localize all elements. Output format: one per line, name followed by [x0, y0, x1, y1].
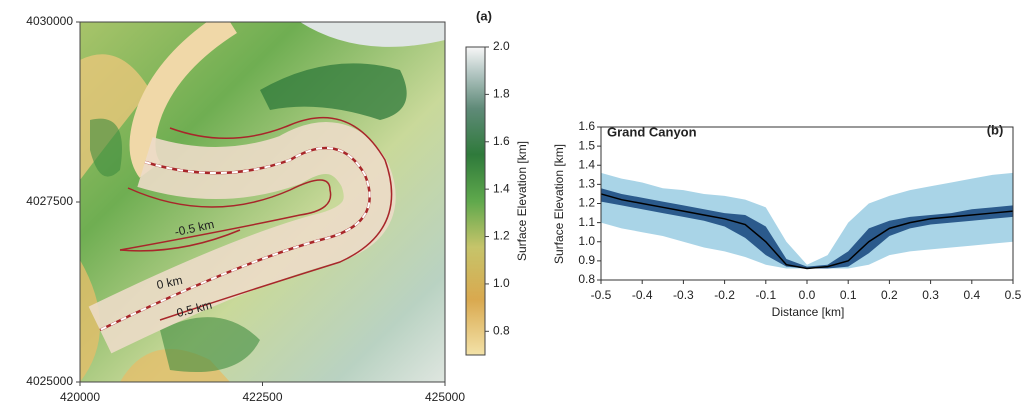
centerline — [99, 147, 371, 331]
y-tick-label: 1.6 — [578, 119, 595, 133]
x-tick-label: 0.2 — [881, 288, 898, 302]
colorbar-label: Surface Elevation [km] — [515, 141, 529, 261]
x-tick-label: 0.4 — [963, 288, 980, 302]
band — [601, 172, 1013, 269]
colorbar-tick-label: 0.8 — [493, 323, 510, 337]
contour-line — [119, 179, 332, 251]
y-tick-label: 1.1 — [578, 215, 595, 229]
contour-line — [119, 229, 241, 252]
y-axis-label: Surface Elevation [km] — [552, 144, 566, 264]
x-tick-label: 0.3 — [922, 288, 939, 302]
x-tick-label: 0.5 — [1005, 288, 1022, 302]
colorbar — [465, 46, 486, 356]
y-tick-label: 1.5 — [578, 138, 595, 152]
y-tick-label: 0.8 — [578, 272, 595, 286]
y-tick-label: 4025000 — [26, 374, 73, 388]
x-tick-label: 422500 — [242, 390, 282, 404]
ridge — [90, 118, 260, 372]
contour-line — [159, 117, 393, 321]
colorbar-tick-label: 1.8 — [493, 87, 510, 101]
x-tick-label: 0.1 — [840, 288, 857, 302]
y-tick-label: 4030000 — [26, 14, 73, 28]
x-tick-label: -0.4 — [632, 288, 653, 302]
y-tick-label: 1.0 — [578, 234, 595, 248]
ridge — [260, 63, 407, 120]
x-tick-label: -0.1 — [755, 288, 776, 302]
contour-label: 0 km — [155, 273, 183, 292]
line — [600, 193, 1014, 270]
colorbar-tick-label: 1.6 — [493, 134, 510, 148]
map-panel: -0.5 km 0 km 0.5 km (a) Surface Elevatio… — [26, 8, 529, 404]
side-canyon — [129, 22, 238, 178]
panel-label: (b) — [987, 122, 1004, 137]
colorbar-tick-label: 1.4 — [493, 181, 510, 195]
map-image — [80, 22, 445, 382]
x-axis-label: Distance [km] — [772, 305, 845, 319]
colorbar-tick-label: 1.2 — [493, 229, 510, 243]
x-tick-label: -0.5 — [591, 288, 612, 302]
chart-title: Grand Canyon — [607, 124, 697, 139]
y-tick-label: 1.2 — [578, 196, 595, 210]
colorbar-tick-label: 2.0 — [493, 39, 510, 53]
y-tick-label: 0.9 — [578, 253, 595, 267]
y-tick-label: 1.3 — [578, 177, 595, 191]
highland — [300, 22, 445, 47]
panel-label: (a) — [476, 8, 492, 23]
x-tick-label: -0.2 — [714, 288, 735, 302]
x-tick-label: 0.0 — [799, 288, 816, 302]
x-tick-label: 425000 — [425, 390, 465, 404]
y-tick-label: 4027500 — [26, 194, 73, 208]
x-tick-label: -0.3 — [673, 288, 694, 302]
line-panel: Grand Canyon (b) Distance [km] Surface E… — [552, 119, 1021, 319]
x-tick-label: 420000 — [60, 390, 100, 404]
y-tick-label: 1.4 — [578, 157, 595, 171]
colorbar-tick-label: 1.0 — [493, 276, 510, 290]
